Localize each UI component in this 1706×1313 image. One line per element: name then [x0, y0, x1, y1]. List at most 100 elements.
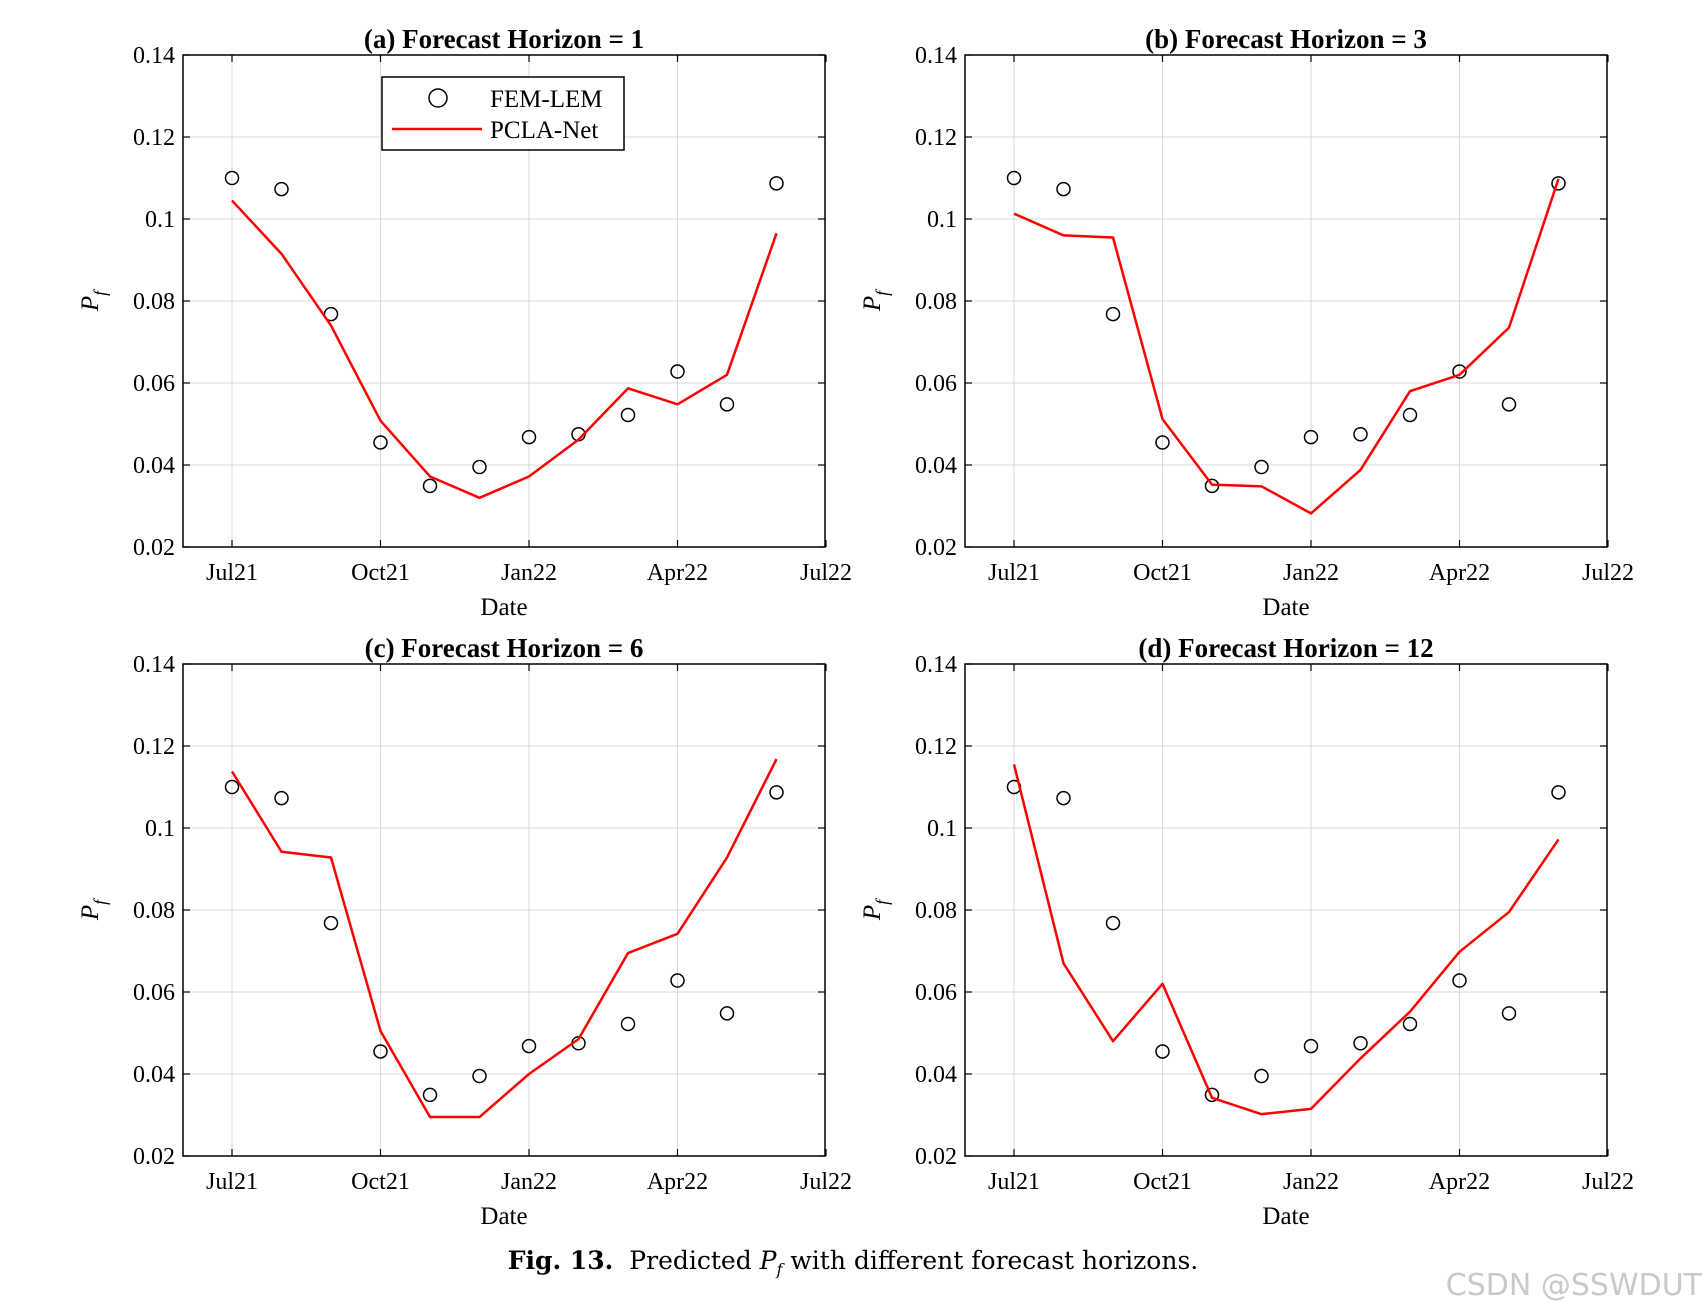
y-tick-label: 0.1	[145, 816, 175, 842]
x-tick-label: Jan22	[501, 1169, 557, 1195]
series-marker-fem-lem	[224, 779, 240, 795]
series-marker-fem-lem	[1254, 459, 1269, 475]
series-marker-fem-lem	[1353, 427, 1368, 442]
series-marker-fem-lem	[1056, 790, 1071, 806]
chart-panel-1: 0.02 0.04 0.06 0.08 0.1 0.12 0.14 Jul21 Oct21 Jan…	[77, 24, 852, 621]
y-axis-label-subscript: f	[90, 288, 110, 296]
x-tick-label: Jul21	[206, 560, 258, 586]
series-marker-fem-lem	[1303, 429, 1319, 445]
series-line-pcla-net	[1013, 178, 1560, 515]
y-tick-label: 0.06	[133, 980, 175, 1006]
series-marker-fem-lem	[1155, 435, 1170, 450]
y-axis-label-subscript: f	[90, 897, 110, 905]
series-marker-fem-lem	[769, 785, 784, 800]
series-marker-fem-lem	[422, 478, 438, 494]
watermark: CSDN @SSWDUT	[1445, 1268, 1702, 1303]
series-marker-fem-lem	[769, 176, 784, 191]
y-tick-label: 0.14	[133, 652, 175, 678]
chart-title: (c) Forecast Horizon = 6	[365, 633, 644, 663]
caption-pre: Predicted	[629, 1246, 752, 1275]
series-marker-fem-lem	[274, 181, 289, 197]
chart-panel-3: 0.02 0.04 0.06 0.08 0.1 0.12 0.14 Jul21 Oct21 Jan…	[77, 633, 852, 1230]
series-marker-fem-lem	[719, 1006, 735, 1021]
y-tick-label: 0.12	[915, 125, 957, 151]
series-marker-fem-lem	[1303, 1038, 1319, 1054]
y-axis-label: Pf	[859, 897, 892, 921]
series-marker-fem-lem	[1501, 1006, 1517, 1021]
y-tick-label: 0.1	[145, 207, 175, 233]
y-tick-label: 0.12	[133, 734, 175, 760]
caption-post: with different forecast horizons.	[790, 1246, 1199, 1275]
y-tick-label: 0.06	[915, 371, 957, 397]
x-tick-label: Jul22	[1582, 1169, 1634, 1195]
y-tick-label: 0.12	[133, 125, 175, 151]
series-marker-fem-lem	[521, 429, 537, 445]
series-marker-fem-lem	[620, 1016, 636, 1032]
y-tick-label: 0.06	[915, 980, 957, 1006]
series-marker-fem-lem	[670, 973, 685, 988]
series-marker-fem-lem	[1006, 170, 1022, 186]
x-tick-label: Apr22	[647, 560, 708, 586]
series-marker-fem-lem	[472, 459, 487, 475]
caption-symbol: P	[759, 1246, 777, 1275]
y-tick-label: 0.08	[133, 898, 175, 924]
y-tick-label: 0.02	[915, 1144, 957, 1170]
x-tick-label: Oct21	[1133, 1169, 1192, 1195]
series-marker-fem-lem	[1204, 1087, 1220, 1103]
series-line-pcla-net	[230, 758, 778, 1119]
series-marker-fem-lem	[1452, 364, 1467, 379]
x-tick-label: Jul22	[800, 1169, 852, 1195]
chart-title: (b) Forecast Horizon = 3	[1145, 24, 1427, 54]
y-tick-label: 0.08	[133, 289, 175, 315]
series-marker-fem-lem	[1402, 407, 1418, 423]
y-tick-label: 0.06	[133, 371, 175, 397]
series-marker-fem-lem	[1254, 1068, 1269, 1084]
y-tick-label: 0.14	[133, 43, 175, 69]
figure-canvas: 0.02 0.04 0.06 0.08 0.1 0.12 0.14 Jul21 Oct21 Jan…	[77, 24, 1634, 1230]
series-marker-fem-lem	[620, 407, 636, 423]
y-tick-label: 0.04	[133, 453, 175, 479]
series-marker-fem-lem	[1452, 973, 1467, 988]
y-axis-label-subscript: f	[872, 288, 892, 296]
series-marker-fem-lem	[670, 364, 685, 379]
y-axis-label-symbol: P	[77, 296, 104, 312]
y-axis-label: Pf	[859, 288, 892, 312]
y-tick-label: 0.02	[133, 1144, 175, 1170]
series-marker-fem-lem	[1056, 181, 1071, 197]
y-axis-label: Pf	[77, 288, 110, 312]
series-marker-fem-lem	[224, 170, 240, 186]
series-marker-fem-lem	[1402, 1016, 1418, 1032]
x-tick-label: Oct21	[351, 1169, 410, 1195]
legend-label-fem-lem: FEM-LEM	[490, 86, 603, 113]
legend-label-pcla-net: PCLA-Net	[490, 117, 598, 144]
x-axis-label: Date	[1262, 594, 1309, 621]
x-tick-label: Apr22	[1429, 1169, 1490, 1195]
series-marker-fem-lem	[1551, 176, 1566, 191]
y-tick-label: 0.14	[915, 43, 957, 69]
series-marker-fem-lem	[1105, 306, 1121, 322]
y-axis-label-symbol: P	[859, 905, 886, 921]
legend: FEM-LEM PCLA-Net	[381, 76, 625, 151]
x-axis-label: Date	[480, 594, 527, 621]
series-line-pcla-net	[1012, 764, 1560, 1116]
x-axis-label: Date	[480, 1203, 527, 1230]
chart-panel-4: 0.02 0.04 0.06 0.08 0.1 0.12 0.14 Jul21 Oct21 Jan…	[859, 633, 1634, 1230]
chart-title: (a) Forecast Horizon = 1	[364, 24, 644, 54]
chart-panel-2: 0.02 0.04 0.06 0.08 0.1 0.12 0.14 Jul21 Oct21 Jan…	[859, 24, 1634, 621]
x-tick-label: Jan22	[1283, 1169, 1339, 1195]
legend-box	[381, 76, 625, 151]
y-tick-label: 0.08	[915, 898, 957, 924]
series-marker-fem-lem	[1155, 1044, 1170, 1059]
y-axis-label-symbol: P	[859, 296, 886, 312]
series-marker-fem-lem	[1501, 397, 1517, 412]
y-tick-label: 0.1	[927, 816, 957, 842]
series-marker-fem-lem	[472, 1068, 487, 1084]
x-tick-label: Jan22	[1283, 560, 1339, 586]
series-line-pcla-net	[231, 199, 778, 500]
caption-sub: f	[776, 1260, 783, 1279]
series-marker-fem-lem	[274, 790, 289, 806]
x-tick-label: Apr22	[647, 1169, 708, 1195]
x-tick-label: Oct21	[351, 560, 410, 586]
x-tick-label: Jul21	[988, 560, 1040, 586]
y-tick-label: 0.04	[915, 1062, 957, 1088]
